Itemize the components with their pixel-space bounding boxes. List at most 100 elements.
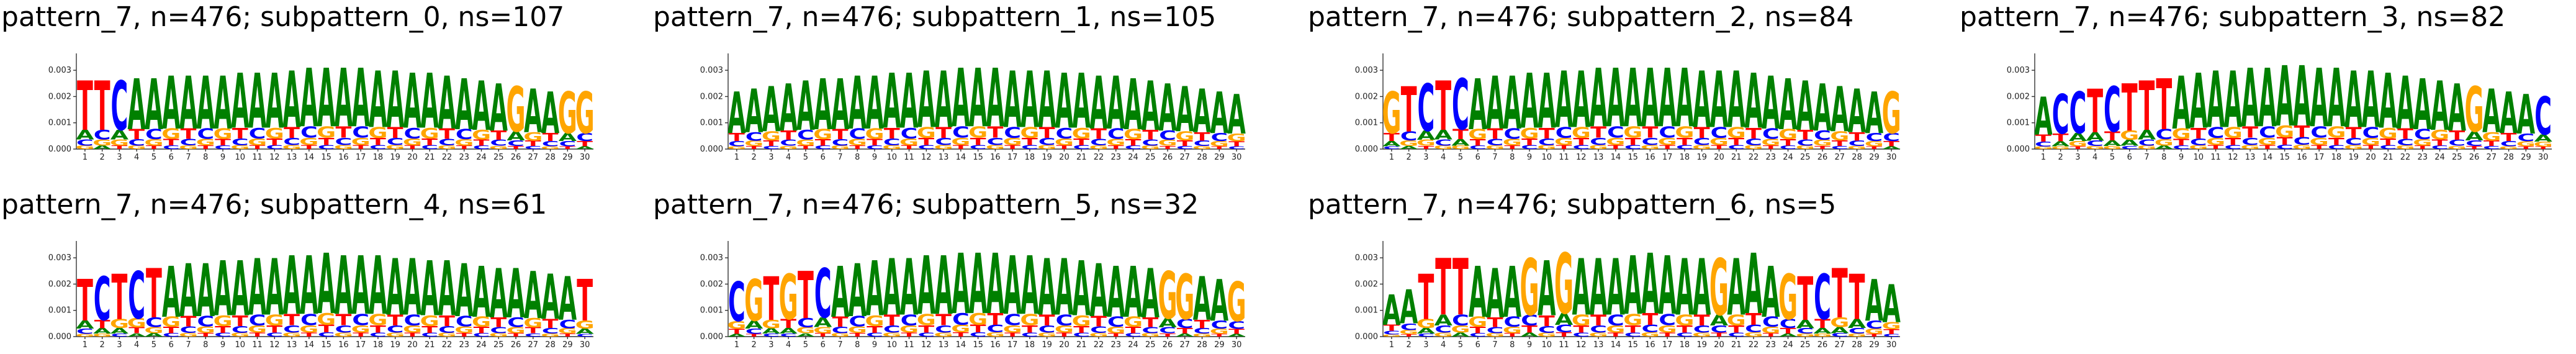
logo-letter-T: T (953, 144, 969, 150)
x-tick-label: 21 (1076, 340, 1087, 350)
y-tick-label: 0.001 (1355, 119, 1378, 128)
logo-letter-C: C (970, 144, 987, 150)
logo-letter-C: C (1572, 332, 1590, 338)
logo-letter-C: C (352, 123, 369, 142)
logo-letter-C: C (2241, 135, 2259, 147)
x-tick-label: 5 (151, 340, 156, 350)
x-tick-label: 13 (1593, 153, 1604, 162)
logo-letter-G: G (351, 323, 371, 335)
logo-letter-T: T (163, 325, 180, 335)
logo-letter-C: C (352, 311, 369, 329)
logo-letter-T: T (1659, 332, 1675, 338)
logo-panel: pattern_7, n=476; subpattern_2, ns=84 0.0… (1308, 1, 1901, 162)
logo-letter-C: C (970, 331, 987, 338)
x-tick-label: 2 (752, 340, 757, 350)
logo-letter-T: T (543, 317, 559, 331)
logo-letter-A: A (1158, 316, 1177, 330)
logo-letter-T: T (918, 136, 934, 147)
logo-letter-C: C (2104, 74, 2121, 146)
logo-letter-T: T (2208, 144, 2224, 150)
logo-letter-C: C (1727, 332, 1745, 338)
x-tick-label: 11 (1559, 153, 1569, 162)
y-tick-label: 0.003 (700, 66, 723, 75)
logo-letter-C: C (1452, 311, 1469, 329)
logo-letter-T: T (456, 332, 472, 338)
x-tick-label: 27 (528, 340, 539, 350)
logo-letter-T: T (2363, 144, 2379, 150)
logo-panel: pattern_7, n=476; subpattern_4, ns=61 0.0… (1, 189, 595, 350)
logo-letter-T: T (1160, 333, 1176, 338)
x-tick-label: 11 (1559, 340, 1569, 350)
logo-letter-G: G (248, 324, 267, 335)
y-tick-label: 0.001 (2007, 119, 2030, 128)
logo-letter-A: A (507, 256, 525, 334)
logo-letter-C: C (1814, 261, 1831, 334)
logo-letter-A: A (1831, 74, 1849, 146)
logo-letter-C: C (814, 256, 832, 334)
logo-letter-G: G (1744, 145, 1763, 150)
x-tick-label: 8 (1510, 340, 1515, 350)
logo-letter-C: C (2052, 83, 2069, 147)
logo-letter-A: A (438, 61, 456, 146)
x-tick-label: 3 (768, 340, 773, 350)
logo-letter-C: C (1107, 126, 1125, 142)
y-tick-label: 0.001 (1355, 306, 1378, 315)
logo-letter-C: C (163, 332, 180, 338)
logo-letter-A: A (1658, 240, 1676, 333)
logo-letter-T: T (1211, 333, 1227, 337)
logo-letter-C: C (2534, 87, 2552, 147)
logo-letter-T: T (1866, 145, 1882, 150)
x-tick-label: 19 (1042, 340, 1052, 350)
logo-letter-T: T (1745, 310, 1762, 329)
x-tick-label: 8 (203, 153, 208, 162)
logo-letter-A: A (179, 249, 197, 334)
x-tick-label: 27 (1835, 153, 1845, 162)
logo-letter-C: C (1641, 135, 1659, 147)
logo-letter-C: C (369, 332, 387, 338)
logo-letter-G: G (230, 332, 250, 338)
logo-letter-G: G (196, 137, 215, 147)
logo-letter-G: G (1089, 145, 1108, 150)
logo-letter-C: C (2173, 145, 2190, 150)
x-tick-label: 26 (511, 153, 521, 162)
logo-letter-C: C (1849, 326, 1866, 335)
logo-letter-T: T (2380, 137, 2396, 148)
logo-letter-T: T (2501, 131, 2518, 143)
logo-letter-C: C (404, 125, 421, 142)
logo-letter-G: G (179, 145, 198, 150)
logo-letter-G: G (1210, 327, 1229, 336)
logo-letter-A: A (1089, 249, 1107, 334)
logo-letter-A: A (317, 237, 335, 334)
x-tick-label: 29 (1214, 153, 1225, 162)
logo-letter-C: C (94, 128, 111, 143)
logo-letter-T: T (2035, 132, 2051, 144)
logo-letter-C: C (2517, 132, 2534, 144)
logo-letter-T: T (867, 137, 883, 147)
logo-letter-A: A (1107, 252, 1125, 333)
logo-letter-G: G (2068, 140, 2087, 148)
logo-letter-T: T (1694, 311, 1710, 329)
logo-letter-G: G (1641, 331, 1660, 338)
logo-letter-A: A (93, 327, 112, 335)
logo-letter-C: C (1590, 324, 1607, 335)
logo-letter-G: G (472, 128, 491, 143)
logo-letter-G: G (2516, 140, 2536, 148)
x-tick-label: 17 (1007, 340, 1018, 350)
logo-letter-A: A (2172, 61, 2190, 146)
logo-letter-G: G (420, 125, 439, 142)
logo-letter-C: C (525, 145, 542, 150)
y-tick-label: 0.002 (48, 92, 71, 101)
logo-letter-T: T (1763, 332, 1779, 338)
x-tick-label: 1 (1389, 153, 1394, 162)
y-tick-label: 0.001 (700, 306, 723, 315)
x-tick-label: 28 (2503, 153, 2514, 162)
x-tick-label: 4 (786, 340, 791, 350)
logo-letter-A: A (1003, 240, 1021, 333)
x-tick-label: 6 (169, 153, 174, 162)
logo-letter-A: A (2379, 59, 2397, 146)
logo-letter-C: C (1521, 311, 1538, 329)
logo-letter-A: A (1503, 61, 1521, 146)
logo-letter-G: G (917, 124, 936, 142)
logo-letter-C: C (266, 332, 283, 338)
